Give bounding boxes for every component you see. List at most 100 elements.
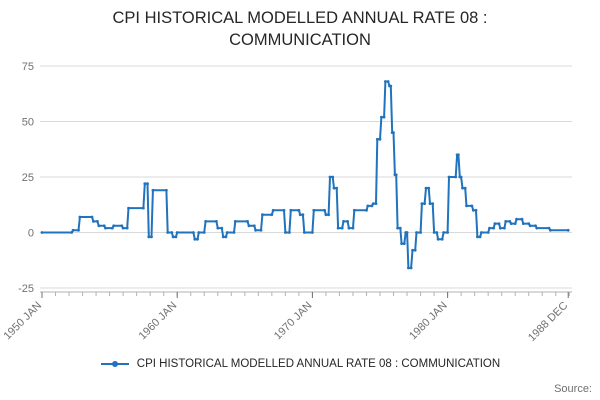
series-point: [332, 186, 336, 190]
series-point: [476, 235, 479, 239]
series-point: [193, 237, 197, 241]
series-point: [389, 84, 393, 88]
series-point: [204, 220, 208, 223]
series-point: [405, 231, 409, 234]
series-point: [224, 235, 228, 239]
series-point: [366, 204, 370, 208]
series-point: [127, 206, 130, 210]
series-point: [394, 173, 398, 177]
series-point: [371, 202, 375, 206]
series-point: [40, 231, 44, 234]
series-point: [261, 213, 264, 217]
series-point: [415, 231, 418, 234]
series-point: [143, 182, 147, 186]
series-point: [515, 217, 518, 221]
series-point: [471, 208, 475, 212]
series-point: [407, 266, 410, 270]
series-point: [547, 226, 551, 230]
series-point: [470, 204, 474, 208]
series-point: [351, 226, 355, 230]
series-point: [221, 235, 225, 239]
series-point: [463, 186, 467, 190]
source-label: Source:: [554, 383, 592, 395]
series-point: [493, 222, 497, 226]
series-point: [521, 222, 525, 226]
series-point: [104, 226, 107, 230]
series-point: [110, 226, 114, 230]
series-point: [233, 220, 237, 223]
series-point: [436, 237, 440, 241]
chart-title: CPI HISTORICAL MODELLED ANNUAL RATE 08 :…: [112, 9, 488, 49]
series-point: [497, 222, 501, 226]
series-line: [41, 80, 570, 269]
chart-canvas: 75 50 25 0 -25 1950 JAN 1960 JAN 1970 JAN 1980 J…: [1, 61, 572, 344]
series-point: [396, 226, 399, 230]
series-point: [174, 235, 178, 239]
series-point: [549, 228, 552, 232]
series-point: [370, 204, 374, 208]
series-point: [288, 231, 291, 234]
series-point: [375, 137, 379, 141]
series-point: [312, 208, 316, 212]
series-point: [327, 213, 330, 217]
series-point: [335, 186, 339, 190]
series-point: [478, 235, 482, 239]
series-point: [121, 226, 125, 230]
series-point: [534, 224, 537, 228]
series-point: [386, 80, 390, 83]
series-point: [259, 228, 263, 232]
series-point: [454, 175, 458, 179]
series-point: [246, 220, 249, 223]
series-point: [427, 186, 431, 190]
series-point: [202, 231, 206, 234]
x-tick-label: 1970 JAN: [272, 300, 315, 343]
series-point: [165, 188, 168, 192]
y-tick-label: 0: [28, 228, 34, 240]
series-point: [142, 206, 145, 210]
series-point: [192, 231, 195, 234]
series-point: [282, 208, 286, 212]
y-tick-label: -25: [18, 283, 34, 295]
series-point: [271, 208, 275, 212]
series-point: [461, 186, 464, 190]
series-point: [347, 226, 351, 230]
series-point: [498, 226, 502, 230]
x-tick-label: 1980 JAN: [407, 300, 450, 343]
series-point: [90, 215, 94, 219]
y-tick-label: 50: [22, 117, 34, 129]
series-point: [166, 231, 170, 234]
series-point: [428, 202, 432, 206]
series-point: [71, 228, 75, 232]
series-point: [504, 220, 508, 223]
legend[interactable]: CPI HISTORICAL MODELLED ANNUAL RATE 08 :…: [0, 358, 600, 370]
series-point: [346, 220, 349, 223]
series-point: [216, 226, 220, 230]
series-point: [92, 220, 95, 223]
series-point: [457, 153, 460, 157]
series-point: [352, 208, 356, 212]
series-point: [374, 202, 378, 206]
series-point: [302, 231, 306, 234]
series-point: [380, 115, 383, 119]
series-point: [400, 242, 403, 246]
series-point: [474, 208, 478, 212]
series-point: [311, 231, 314, 234]
y-tick-label: 75: [22, 61, 34, 73]
series-point: [301, 213, 305, 217]
series-point: [328, 175, 332, 179]
series-point: [488, 226, 491, 230]
series-point: [170, 231, 174, 234]
series-point: [102, 224, 106, 228]
series-point: [432, 231, 436, 234]
series-point: [120, 224, 124, 228]
series-point: [423, 202, 426, 206]
series-point: [419, 231, 422, 234]
series-point: [289, 208, 293, 212]
series-point: [492, 226, 495, 230]
series-point: [323, 208, 326, 212]
series-point: [215, 220, 218, 223]
series-point: [392, 131, 395, 134]
series-point: [324, 213, 328, 217]
series-point: [297, 208, 301, 212]
series-point: [431, 202, 435, 206]
